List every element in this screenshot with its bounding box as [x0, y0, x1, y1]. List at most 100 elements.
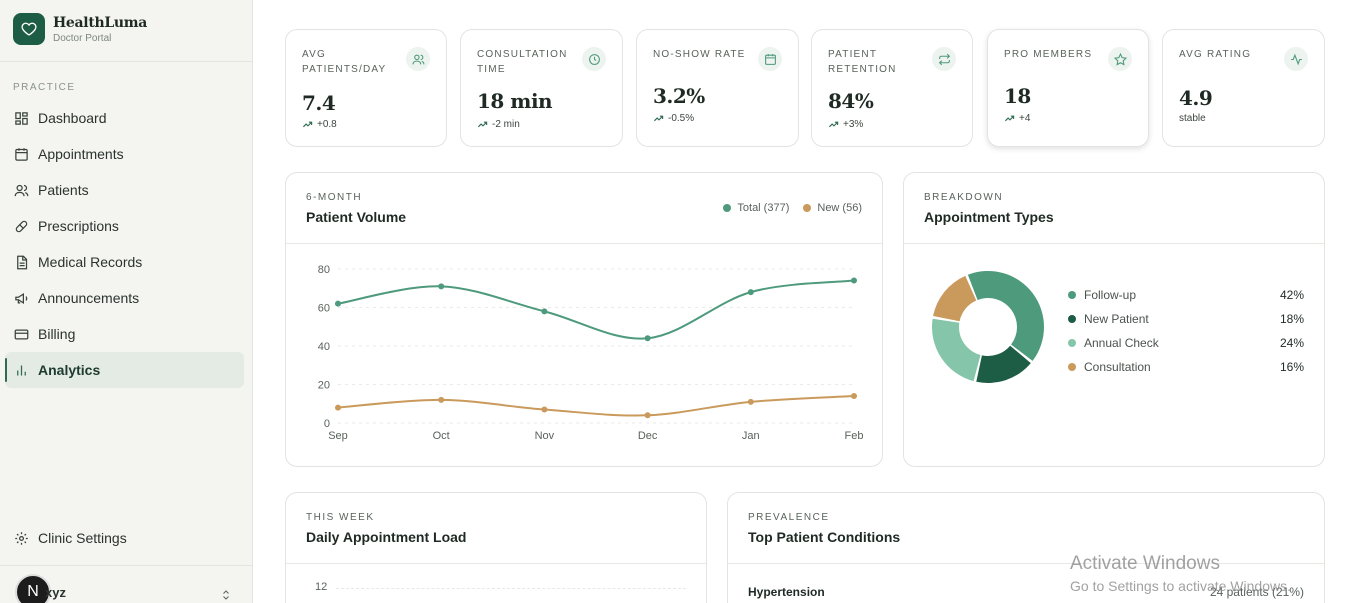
patient-volume-line-chart: 0 20 40 60 80 Sep Oct Nov Dec Jan Feb: [318, 264, 864, 442]
x-tick-label: Dec: [638, 430, 658, 442]
card-kicker: BREAKDOWN: [924, 192, 1004, 203]
stat-value: 7.4: [302, 91, 336, 115]
data-point[interactable]: [541, 406, 548, 413]
sidebar-item-dashboard[interactable]: Dashboard: [5, 100, 244, 136]
y-tick-label: 80: [318, 264, 330, 276]
sidebar-item-billing[interactable]: Billing: [5, 316, 244, 352]
credit-card-icon: [14, 329, 29, 339]
trending-up-icon: [1004, 115, 1015, 122]
user-menu[interactable]: N xyz: [15, 574, 229, 603]
y-tick-label: 0: [324, 418, 330, 430]
legend-dot: [1068, 363, 1076, 371]
donut-slice-follow-up[interactable]: [967, 271, 1044, 361]
sidebar-item-appointments[interactable]: Appointments: [5, 136, 244, 172]
donut-legend-item: Follow-up 42%: [1068, 283, 1304, 307]
sidebar-item-patients[interactable]: Patients: [5, 172, 244, 208]
condition-name: Hypertension: [748, 585, 825, 599]
sidebar-item-analytics[interactable]: Analytics: [5, 352, 244, 388]
clinic-settings-label: Clinic Settings: [38, 530, 127, 546]
data-point[interactable]: [335, 300, 341, 307]
card-kicker: 6-MONTH: [306, 192, 363, 203]
sidebar-divider: [0, 565, 252, 566]
data-point[interactable]: [438, 396, 445, 403]
data-point[interactable]: [644, 412, 651, 419]
series-line-total: [337, 279, 855, 340]
repeat-icon: [932, 47, 956, 71]
legend-label: New (56): [817, 202, 862, 214]
legend-dot: [1068, 339, 1076, 347]
stat-value: 3.2%: [653, 84, 705, 108]
clinic-settings-link[interactable]: Clinic Settings: [14, 530, 127, 546]
brand-name: HealthLuma: [53, 14, 148, 31]
stat-value: 84%: [828, 89, 874, 113]
activity-icon: [1284, 47, 1308, 71]
sidebar-item-label: Medical Records: [38, 254, 143, 270]
chevron-up-down-icon: [223, 590, 229, 600]
watermark-title: Activate Windows: [1070, 553, 1220, 574]
card-kicker: PREVALENCE: [748, 512, 830, 523]
card-title: Top Patient Conditions: [748, 529, 901, 545]
gear-icon: [15, 531, 28, 545]
heart-icon: [13, 13, 45, 45]
stat-value: 18 min: [477, 89, 553, 113]
legend-percent: 42%: [1279, 288, 1304, 302]
stat-delta: +0.8: [302, 119, 337, 130]
windows-activation-watermark: Activate Windows Go to Settings to activ…: [1070, 553, 1291, 594]
data-point[interactable]: [541, 308, 548, 315]
brand[interactable]: HealthLuma Doctor Portal: [13, 13, 147, 45]
sidebar-item-label: Billing: [38, 326, 76, 342]
card-divider: [286, 243, 882, 244]
users-icon: [14, 184, 29, 196]
donut-legend-item: Consultation 16%: [1068, 355, 1304, 379]
grid-icon: [15, 111, 28, 125]
users-icon: [406, 47, 430, 71]
sidebar-item-medical-records[interactable]: Medical Records: [5, 244, 244, 280]
legend-label: New Patient: [1084, 312, 1149, 326]
sidebar-item-announcements[interactable]: Announcements: [5, 280, 244, 316]
stat-delta: -0.5%: [653, 113, 694, 124]
stat-delta-text: -2 min: [492, 119, 520, 130]
sidebar-item-label: Appointments: [38, 146, 124, 162]
sidebar-item-prescriptions[interactable]: Prescriptions: [5, 208, 244, 244]
trending-up-icon: [477, 121, 488, 128]
condition-value: 24 patients (21%): [1209, 585, 1304, 599]
sidebar-item-label: Dashboard: [38, 110, 107, 126]
appointment-types-card: BREAKDOWN Appointment Types Follow-up 42%…: [903, 172, 1325, 467]
donut-slice-annual-check[interactable]: [932, 318, 981, 382]
clock-icon: [582, 47, 606, 71]
stat-delta: +3%: [828, 119, 863, 130]
x-tick-label: Jan: [742, 430, 760, 442]
legend-dot: [1068, 291, 1076, 299]
donut-slice-consultation[interactable]: [933, 275, 977, 322]
sidebar-item-label: Announcements: [38, 290, 140, 306]
stat-card-avg-rating: AVG RATING 4.9 stable: [1162, 29, 1325, 147]
legend-label: Total (377): [737, 202, 790, 214]
data-point[interactable]: [747, 398, 754, 405]
sidebar-divider: [0, 61, 252, 62]
data-point[interactable]: [747, 289, 754, 296]
stat-delta-text: stable: [1179, 113, 1206, 124]
data-point[interactable]: [438, 283, 445, 290]
stat-delta-text: +3%: [843, 119, 864, 130]
x-tick-label: Nov: [535, 430, 555, 442]
legend-label: Consultation: [1084, 360, 1151, 374]
stat-label: PATIENT RETENTION: [828, 49, 897, 75]
brand-subtitle: Doctor Portal: [53, 32, 112, 44]
x-tick-label: Feb: [845, 430, 864, 442]
trending-up-icon: [653, 115, 664, 122]
stat-label: CONSULTATION TIME: [477, 49, 568, 75]
card-divider: [728, 563, 1324, 564]
data-point[interactable]: [335, 404, 341, 411]
legend-label: Annual Check: [1084, 336, 1159, 350]
data-point[interactable]: [644, 335, 651, 342]
data-point[interactable]: [851, 277, 857, 284]
stat-label: AVG PATIENTS/DAY: [302, 49, 387, 75]
card-title: Appointment Types: [924, 209, 1054, 225]
appointment-types-donut-chart: [932, 271, 1044, 383]
donut-slice-new-patient[interactable]: [976, 345, 1031, 383]
stat-card-pro-members[interactable]: PRO MEMBERS 18 +4: [987, 29, 1149, 147]
x-tick-label: Sep: [328, 430, 348, 442]
sidebar-item-label: Analytics: [38, 362, 101, 378]
stat-value: 4.9: [1179, 86, 1213, 110]
data-point[interactable]: [851, 393, 857, 400]
